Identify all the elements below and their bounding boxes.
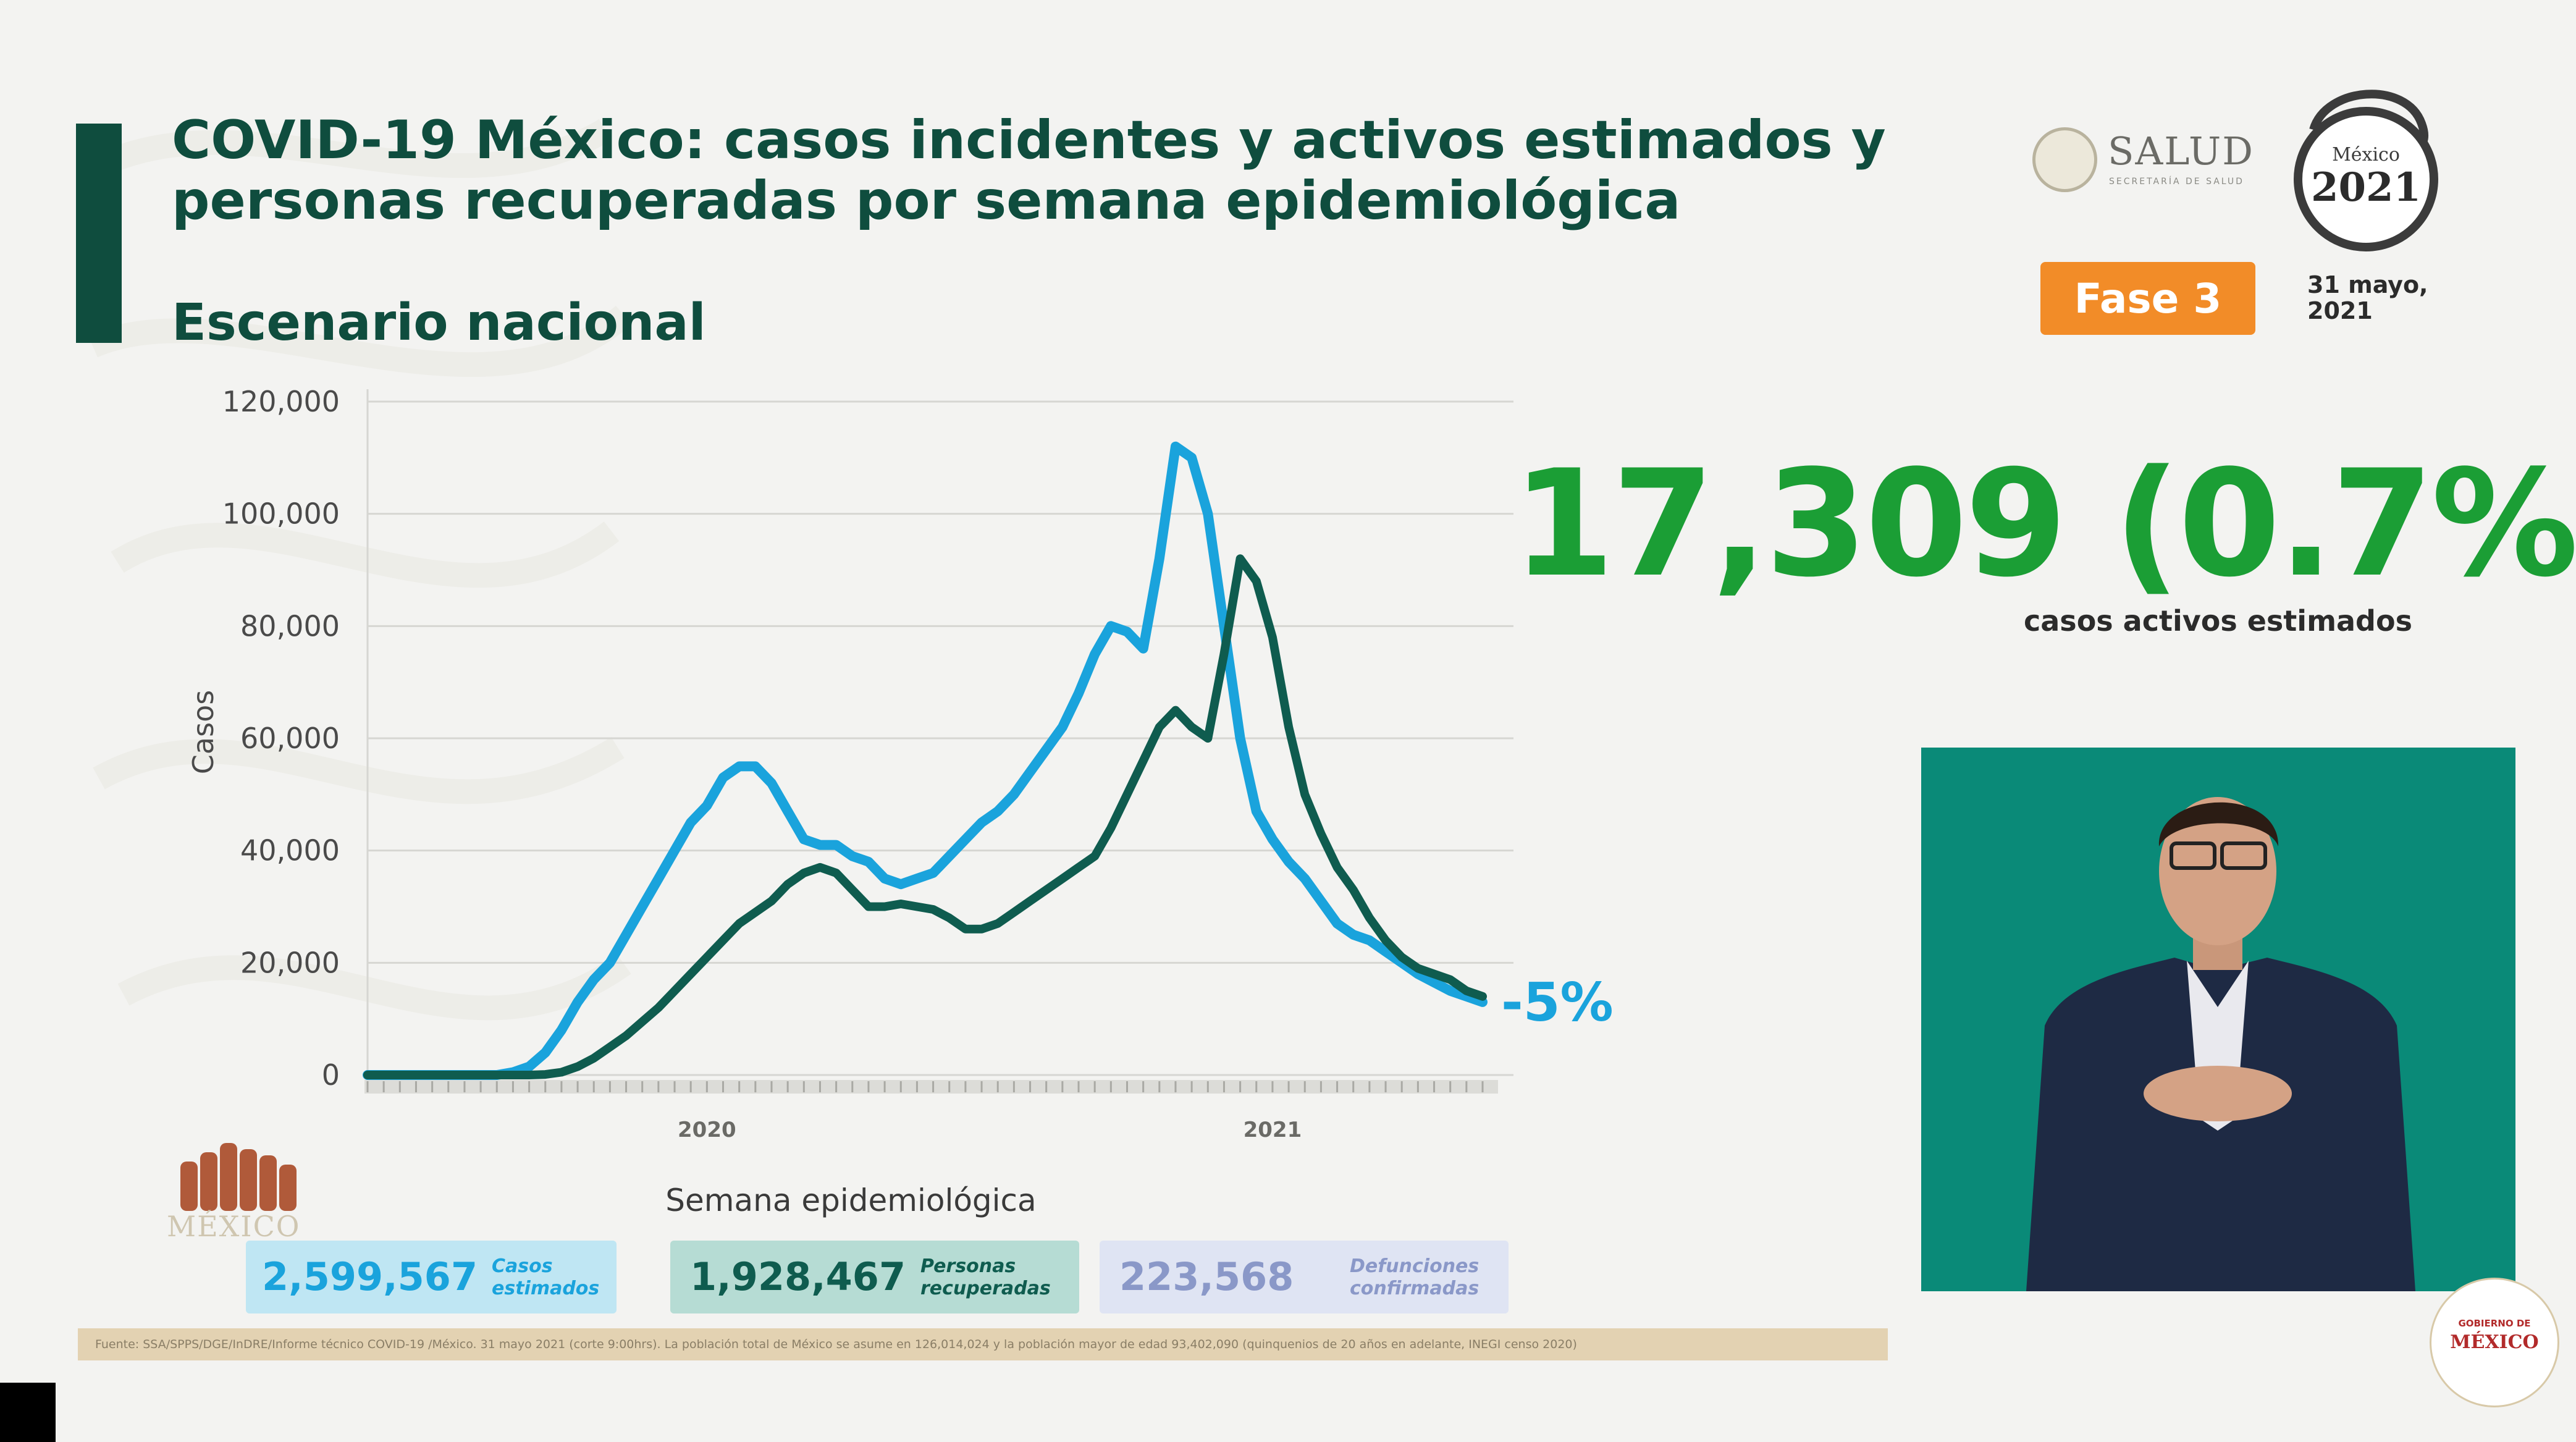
- stat-deaths-value: 223,568: [1119, 1254, 1294, 1299]
- x-axis-label: Semana epidemiológica: [665, 1183, 1036, 1218]
- y-axis-label: Casos: [187, 690, 220, 774]
- stat-recovered: 1,928,467 Personas recuperadas: [670, 1241, 1079, 1313]
- stat-deaths-label: Defunciones confirmadas: [1350, 1255, 1479, 1300]
- mexico-2021-logo: México 2021: [2289, 74, 2443, 253]
- stat-estimated-cases-label-line1: Casos: [492, 1255, 599, 1278]
- anniversary-year-text: 2021: [2311, 164, 2421, 211]
- interpreter-video-panel: [1921, 748, 2515, 1291]
- y-tick-label: 40,000: [240, 834, 340, 867]
- y-tick-label: 100,000: [222, 497, 340, 531]
- series-line-1: [368, 559, 1483, 1075]
- y-tick-label: 120,000: [222, 385, 340, 418]
- black-corner: [0, 1383, 56, 1442]
- stat-recovered-label-line2: recuperadas: [920, 1278, 1051, 1300]
- source-footer: Fuente: SSA/SPPS/DGE/InDRE/Informe técni…: [78, 1328, 1888, 1360]
- stat-recovered-label: Personas recuperadas: [920, 1255, 1051, 1300]
- anniversary-top-text: México: [2332, 144, 2400, 166]
- x-axis: 2020 2021: [364, 1080, 1498, 1142]
- salud-seal-icon: [2032, 127, 2097, 192]
- x-year-label: 2021: [1244, 1118, 1302, 1142]
- salud-label: SALUD: [2108, 129, 2254, 174]
- cases-line-chart: 020,00040,00060,00080,000100,000120,000 …: [154, 365, 1637, 1229]
- y-tick-labels: 0 20,000 40,000 60,000 80,000 100,000 120,000: [222, 385, 340, 1092]
- active-cases-caption: casos activos estimados: [2024, 604, 2412, 638]
- stat-estimated-cases: 2,599,567 Casos estimados: [246, 1241, 617, 1313]
- stat-estimated-cases-label: Casos estimados: [492, 1255, 599, 1300]
- stat-recovered-label-line1: Personas: [920, 1255, 1051, 1278]
- salud-sub-label: SECRETARÍA DE SALUD: [2109, 177, 2244, 187]
- page-subtitle: Escenario nacional: [172, 293, 706, 352]
- government-badge-main: MÉXICO: [2431, 1331, 2557, 1353]
- report-date-line2: 2021: [2307, 298, 2456, 324]
- report-date: 31 mayo, 2021: [2307, 272, 2456, 324]
- government-badge-top: GOBIERNO DE: [2431, 1318, 2557, 1329]
- trend-annotation: -5%: [1501, 972, 1614, 1034]
- y-tick-label: 20,000: [240, 946, 340, 979]
- stat-deaths-label-line2: confirmadas: [1350, 1278, 1479, 1300]
- chart-grid: [368, 389, 1513, 1075]
- interpreter-figure: [1921, 748, 2515, 1291]
- title-accent-bar: [76, 124, 122, 343]
- government-wordmark: MÉXICO: [167, 1210, 301, 1243]
- x-axis-band: [364, 1080, 1498, 1094]
- stat-recovered-value: 1,928,467: [690, 1254, 906, 1299]
- series-line-0: [368, 447, 1483, 1075]
- stat-deaths-label-line1: Defunciones: [1350, 1255, 1479, 1278]
- y-tick-label: 60,000: [240, 722, 340, 755]
- x-year-label: 2020: [678, 1118, 736, 1142]
- y-tick-label: 80,000: [240, 609, 340, 643]
- page-title: COVID-19 México: casos incidentes y acti…: [172, 110, 1963, 231]
- y-tick-label: 0: [322, 1058, 340, 1092]
- active-cases-value: 17,309 (0.7%): [1512, 439, 2576, 610]
- report-date-line1: 31 mayo,: [2307, 272, 2456, 298]
- government-badge-icon: GOBIERNO DE MÉXICO: [2430, 1278, 2559, 1407]
- stat-deaths: 223,568 Defunciones confirmadas: [1100, 1241, 1509, 1313]
- phase-badge: Fase 3: [2040, 262, 2255, 335]
- stat-estimated-cases-label-line2: estimados: [492, 1278, 599, 1300]
- chart-series: [368, 447, 1483, 1075]
- stat-estimated-cases-value: 2,599,567: [262, 1254, 478, 1299]
